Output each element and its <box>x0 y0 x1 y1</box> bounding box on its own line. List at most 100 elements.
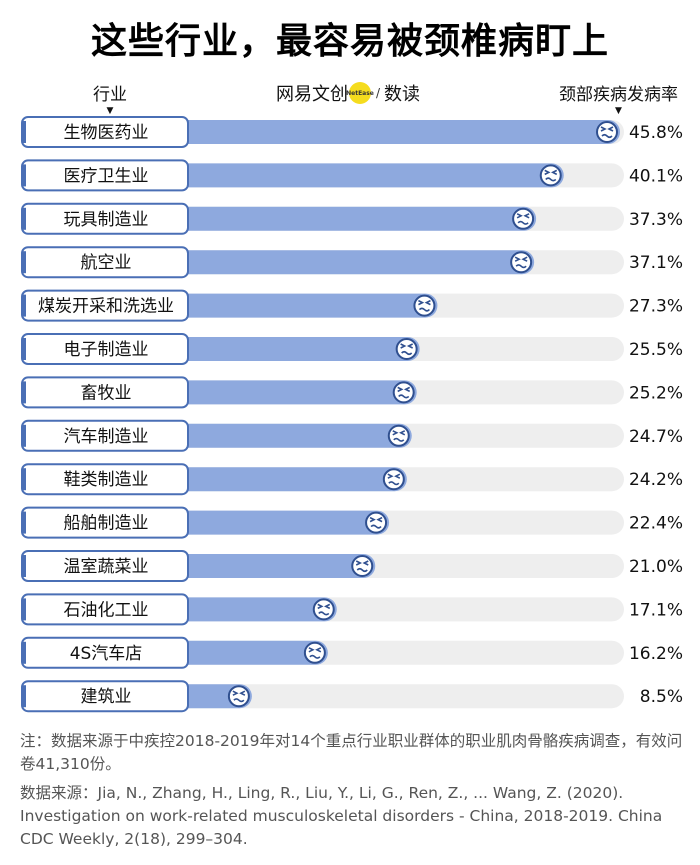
down-triangle-icon: ▼ <box>615 106 622 116</box>
category-label-accent <box>22 641 26 664</box>
category-label: 石油化工业 <box>64 600 149 620</box>
grimace-mouth-icon <box>418 307 430 312</box>
value-label: 17.1% <box>629 600 683 620</box>
category-label: 船舶制造业 <box>64 514 149 534</box>
category-label-accent <box>22 294 26 317</box>
grimace-mouth-icon <box>388 481 400 486</box>
category-label-accent <box>22 381 26 404</box>
category-label: 汽车制造业 <box>64 427 149 447</box>
value-label: 24.7% <box>629 427 683 447</box>
category-label-accent <box>22 511 26 534</box>
bar <box>150 597 337 622</box>
bar-track <box>150 684 624 709</box>
rate-column-label: 颈部疾病发病率 <box>559 85 678 105</box>
category-label-accent <box>22 164 26 187</box>
grimace-right-eye-icon <box>406 343 414 349</box>
footnote: 注：数据来源于中疾控2018-2019年对14个重点行业职业群体的职业肌肉骨骼疾… <box>20 732 683 773</box>
grimace-right-eye-icon <box>239 690 246 696</box>
industry-column-header: 行业 ▼ <box>80 80 140 116</box>
category-label: 航空业 <box>81 253 132 273</box>
category-label: 医疗卫生业 <box>64 166 149 186</box>
category-label-accent <box>22 338 26 360</box>
netease-badge-icon: NetEase <box>346 82 374 104</box>
value-label: 25.2% <box>629 383 683 403</box>
grimace-face-icon <box>413 294 436 317</box>
brand-sub: 数读 <box>384 84 421 105</box>
value-label: 16.2% <box>629 644 683 664</box>
category-label-accent <box>22 251 26 274</box>
bar <box>150 293 438 318</box>
category-label: 生物医药业 <box>64 123 149 143</box>
category-label: 电子制造业 <box>64 340 149 360</box>
grimace-mouth-icon <box>356 567 368 573</box>
bar <box>150 206 537 231</box>
category-label: 温室蔬菜业 <box>64 557 149 577</box>
bar <box>150 423 412 448</box>
bar <box>150 640 328 665</box>
bar <box>150 467 407 492</box>
grimace-left-eye-icon <box>544 169 551 176</box>
grimace-face-icon <box>392 381 415 404</box>
category-label: 玩具制造业 <box>64 210 149 230</box>
grimace-right-eye-icon <box>523 213 530 219</box>
category-label-accent <box>22 685 26 708</box>
category-label-accent <box>22 121 26 143</box>
grimace-left-eye-icon <box>600 126 607 132</box>
grimace-mouth-icon <box>393 437 405 442</box>
grimace-face-icon <box>365 511 388 534</box>
value-label: 22.4% <box>629 514 683 534</box>
category-label: 畜牧业 <box>81 383 132 403</box>
grimace-left-eye-icon <box>514 256 521 262</box>
value-label: 24.2% <box>629 470 683 490</box>
grimace-face-icon <box>351 555 374 577</box>
grimace-mouth-icon <box>398 394 410 399</box>
value-label: 8.5% <box>640 687 683 707</box>
grimace-left-eye-icon <box>232 690 239 696</box>
bar <box>150 510 390 535</box>
grimace-right-eye-icon <box>376 516 383 523</box>
value-label: 21.0% <box>629 557 683 577</box>
bar <box>150 380 417 405</box>
grimace-mouth-icon <box>318 611 330 616</box>
grimace-right-eye-icon <box>394 473 401 479</box>
grimace-face-icon <box>512 207 535 230</box>
category-label: 鞋类制造业 <box>64 470 149 490</box>
down-triangle-icon: ▼ <box>106 106 114 116</box>
category-label-accent <box>22 598 26 621</box>
grimace-left-eye-icon <box>516 213 523 219</box>
value-label: 25.5% <box>629 340 683 360</box>
grimace-face-icon <box>303 641 326 664</box>
category-label-accent <box>22 207 26 230</box>
grimace-mouth-icon <box>233 698 245 703</box>
grimace-right-eye-icon <box>362 560 369 566</box>
grimace-right-eye-icon <box>323 603 331 610</box>
category-label-accent <box>22 468 26 491</box>
bar <box>150 337 420 361</box>
value-label: 37.1% <box>629 253 683 273</box>
grimace-face-icon <box>539 164 562 187</box>
grimace-right-eye-icon <box>550 169 558 176</box>
value-label: 37.3% <box>629 210 683 230</box>
grimace-mouth-icon <box>515 264 527 269</box>
grimace-left-eye-icon <box>308 647 315 653</box>
category-label: 建筑业 <box>81 687 132 707</box>
grimace-right-eye-icon <box>315 647 322 653</box>
grimace-left-eye-icon <box>387 473 394 479</box>
grimace-mouth-icon <box>401 350 413 356</box>
bar <box>150 554 376 578</box>
grimace-face-icon <box>382 468 405 491</box>
grimace-face-icon <box>596 121 618 143</box>
grimace-left-eye-icon <box>392 430 399 436</box>
grimace-left-eye-icon <box>418 299 425 306</box>
bar <box>150 120 620 144</box>
grimace-right-eye-icon <box>607 126 614 132</box>
rate-column-header: 颈部疾病发病率 ▼ <box>559 80 678 116</box>
value-label: 27.3% <box>629 297 683 317</box>
grimace-mouth-icon <box>370 524 382 529</box>
grimace-mouth-icon <box>309 654 321 659</box>
grimace-left-eye-icon <box>400 343 407 349</box>
brand-name: 网易文创 <box>276 84 348 105</box>
grimace-mouth-icon <box>601 133 613 139</box>
grimace-right-eye-icon <box>424 299 431 306</box>
